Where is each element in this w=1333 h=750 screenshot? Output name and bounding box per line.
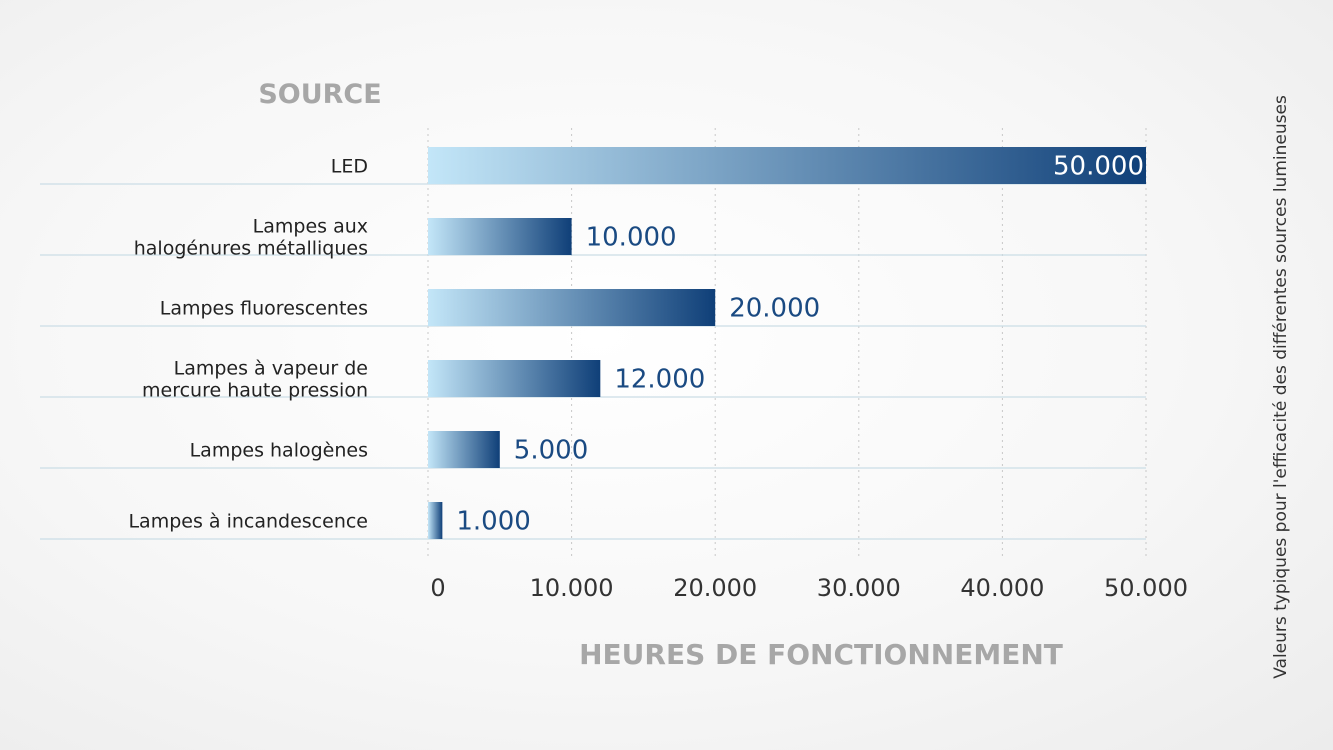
category-label: halogénures métalliques (134, 238, 368, 260)
bar (428, 218, 572, 255)
category-label: mercure haute pression (142, 380, 368, 402)
y-axis-title: SOURCE (258, 79, 381, 110)
bar (428, 431, 500, 468)
x-tick-label: 40.000 (960, 574, 1044, 602)
bar (428, 360, 601, 397)
category-label: Lampes à incandescence (128, 511, 368, 533)
x-tick-label: 10.000 (530, 574, 614, 602)
data-label: 1.000 (456, 507, 530, 537)
x-tick-label: 50.000 (1104, 574, 1188, 602)
x-tick-label: 20.000 (673, 574, 757, 602)
bar (428, 147, 1146, 184)
x-tick-label: 0 (430, 574, 445, 602)
data-label: 12.000 (614, 365, 705, 395)
category-label: Lampes aux (253, 216, 368, 238)
data-label: 10.000 (586, 223, 677, 253)
bar (428, 502, 443, 539)
data-label: 20.000 (729, 294, 820, 324)
category-label: Lampes fluorescentes (160, 298, 368, 320)
x-axis-title: HEURES DE FONCTIONNEMENT (579, 638, 1063, 671)
category-label: Lampes à vapeur de (174, 358, 368, 380)
data-label: 5.000 (514, 436, 588, 466)
category-label: Lampes halogènes (190, 440, 368, 462)
x-tick-label: 30.000 (817, 574, 901, 602)
data-label: 50.000 (1053, 152, 1144, 182)
bar (428, 289, 716, 326)
side-note: Valeurs typiques pour l'efficacité des d… (1271, 95, 1291, 679)
category-label: LED (331, 156, 368, 178)
